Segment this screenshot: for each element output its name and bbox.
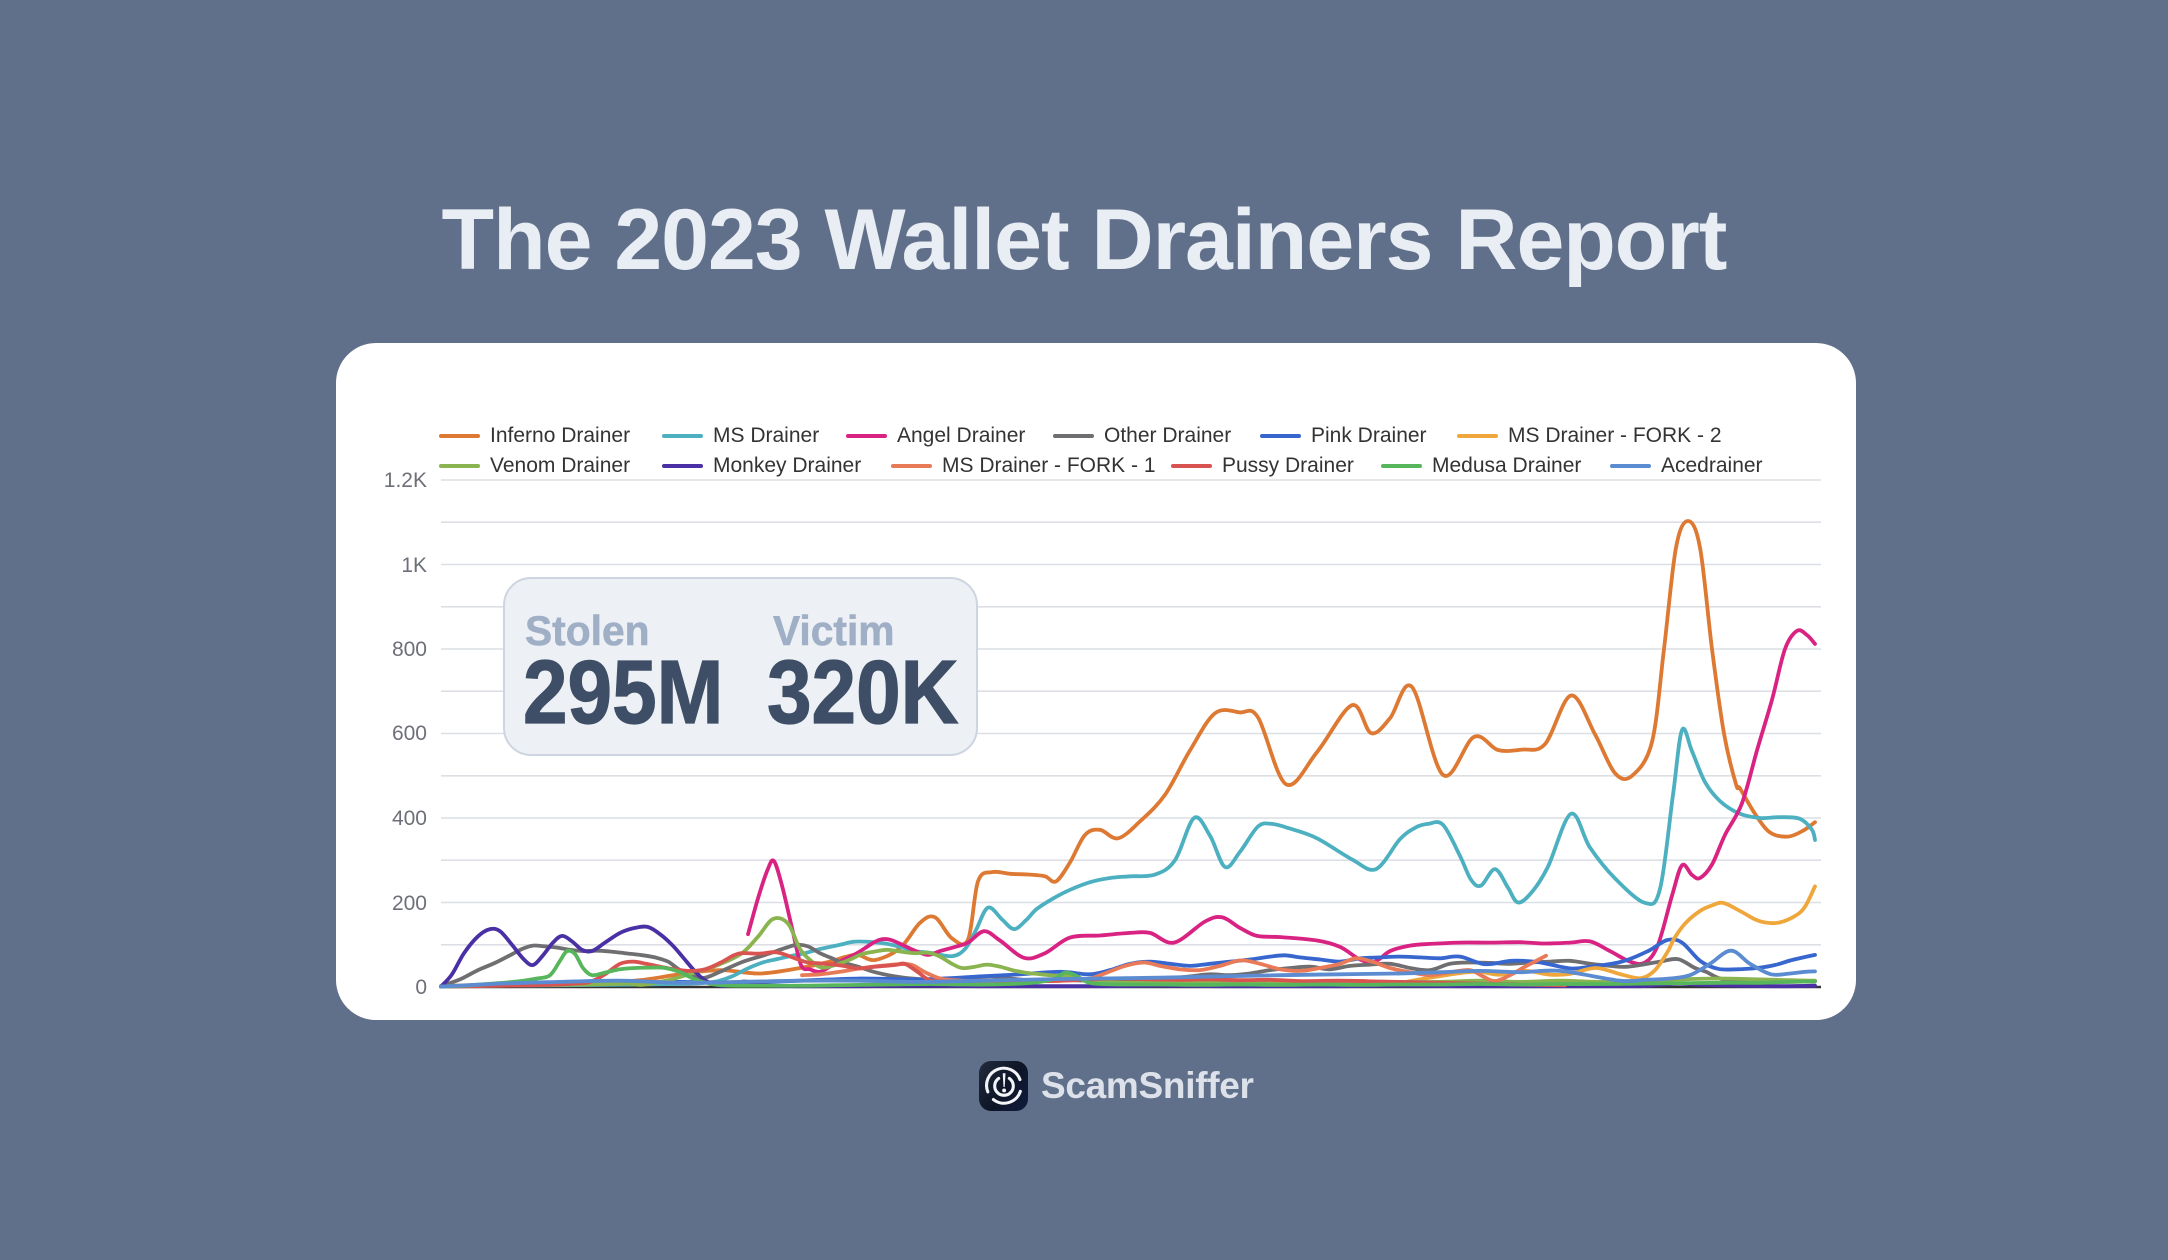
svg-text:600: 600 [392, 722, 427, 745]
svg-text:800: 800 [392, 638, 427, 661]
svg-text:200: 200 [392, 892, 427, 915]
svg-text:400: 400 [392, 807, 427, 830]
svg-text:1K: 1K [401, 554, 427, 577]
svg-text:0: 0 [415, 976, 427, 999]
svg-text:1.2K: 1.2K [384, 469, 427, 492]
